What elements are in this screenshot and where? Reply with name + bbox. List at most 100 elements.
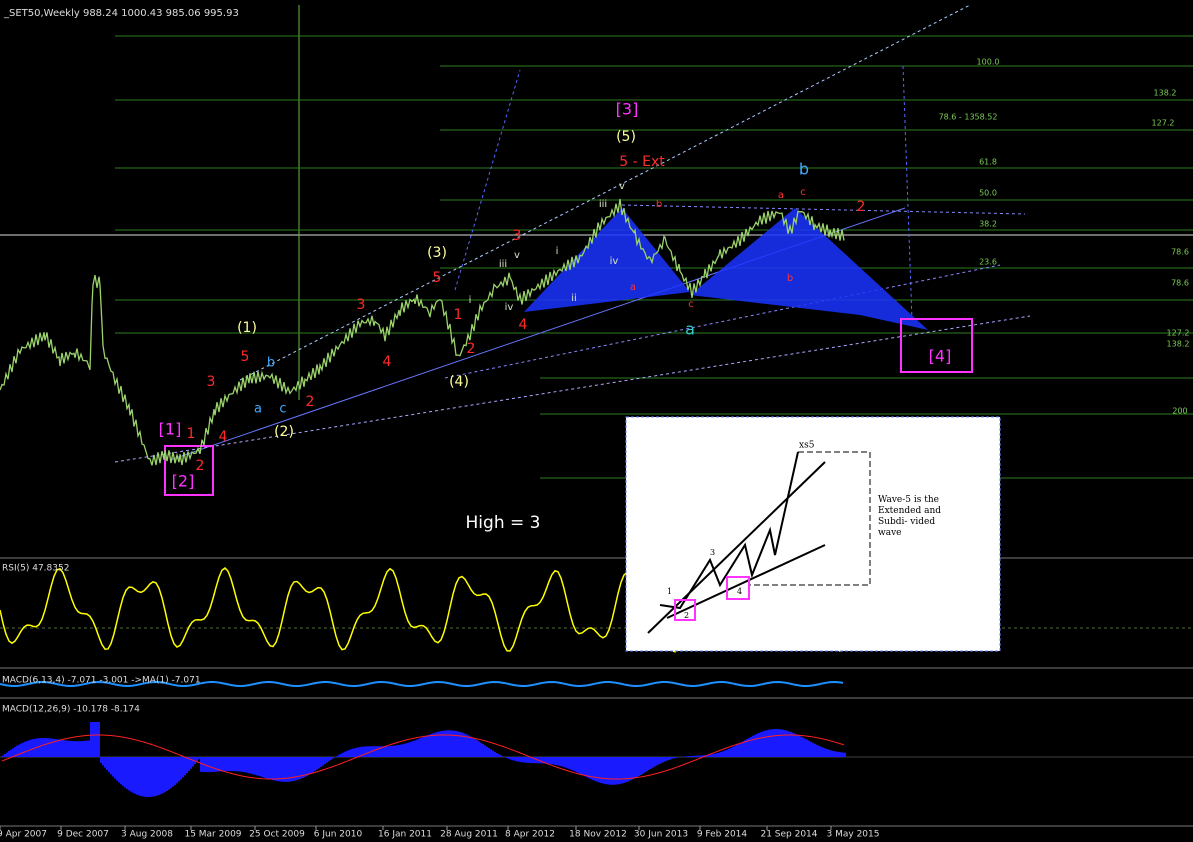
histogram-bar [166,757,168,792]
histogram-bar [104,757,106,768]
histogram-bar [142,757,144,797]
histogram-bar [304,757,306,778]
histogram-bar [368,746,370,757]
histogram-bar [226,757,228,772]
note: High = 3 [466,513,541,533]
histogram-bar [376,746,378,757]
histogram-bar [382,746,384,757]
histogram-bar [502,756,504,757]
histogram-bar [554,757,556,765]
histogram-bar [764,730,766,757]
inset-wave: 2 [684,611,689,620]
histogram-bar [270,757,272,780]
histogram-bar [42,738,44,757]
histogram-bar [582,757,584,776]
histogram-bar [650,757,652,769]
histogram-bar [72,741,74,757]
histogram-bar [542,757,544,764]
histogram-bar [534,757,536,764]
histogram-bar [276,757,278,781]
histogram-bar [614,757,616,785]
histogram-bar [820,746,822,757]
histogram-bar [656,757,658,766]
wave-label: 5 - Ext [619,154,665,170]
histogram-bar [160,757,162,795]
wave-label: ii [571,293,577,304]
histogram-bar [76,741,78,757]
histogram-bar [178,757,180,782]
wave-label: 3 [513,228,522,244]
histogram-bar [302,757,304,778]
histogram-bar [778,729,780,757]
wave-label: v [619,181,625,192]
histogram-bar [654,757,656,767]
histogram-bar [360,746,362,757]
histogram-bar [742,741,744,757]
histogram-bar [584,757,586,777]
histogram-bar [420,738,422,757]
histogram-bar [256,757,258,776]
histogram-bar [260,757,262,777]
histogram-bar [396,745,398,757]
histogram-bar [744,740,746,757]
date-label: 3 Aug 2008 [121,830,173,840]
histogram-bar [318,757,320,769]
histogram-bar [180,757,182,780]
histogram-bar [122,757,124,786]
histogram-bar [208,757,210,773]
histogram-bar [60,739,62,757]
wave-label: a [630,282,636,293]
wave-label: b [656,199,662,210]
histogram-bar [462,732,464,757]
histogram-bar [840,752,842,757]
histogram-bar [612,757,614,785]
histogram-bar [732,746,734,757]
histogram-bar [728,748,730,757]
histogram-bar [330,757,332,760]
histogram-bar [108,757,110,773]
histogram-bar [658,757,660,765]
histogram-bar [632,757,634,780]
histogram-bar [378,746,380,757]
histogram-bar [138,757,140,796]
macd-signal [1,734,845,780]
histogram-bar [792,732,794,757]
histogram-bar [754,734,756,757]
histogram-bar [826,748,828,757]
histogram-bar [176,757,178,784]
fib-label: 50.0 [979,189,997,198]
histogram-bar [768,729,770,757]
wave-label: a [254,402,262,417]
histogram-bar [562,757,564,767]
histogram-bar [766,730,768,757]
histogram-bar [800,736,802,757]
histogram-bar [784,730,786,757]
histogram-bar [300,757,302,779]
histogram-bar [770,729,772,757]
histogram-bar [608,757,610,785]
histogram-bar [642,757,644,774]
histogram-bar [322,757,324,766]
wave-label: 4 [219,429,228,445]
histogram-bar [822,747,824,757]
date-label: 25 Oct 2009 [249,830,305,840]
wave-label: a [778,190,784,201]
histogram-bar [832,750,834,757]
histogram-bar [106,757,108,770]
histogram-bar [586,757,588,778]
histogram-bar [392,745,394,757]
histogram-bar [844,752,846,757]
histogram-bar [324,757,326,765]
histogram-bar [384,746,386,757]
histogram-bar [212,757,214,772]
histogram-bar [578,757,580,774]
histogram-bar [720,751,722,757]
histogram-bar [830,750,832,757]
histogram-bar [550,757,552,765]
histogram-bar [80,741,82,757]
wave-label: (2) [274,424,294,440]
histogram-bar [128,757,130,791]
wave-label: c [800,187,806,198]
wave-label: b [267,356,275,371]
